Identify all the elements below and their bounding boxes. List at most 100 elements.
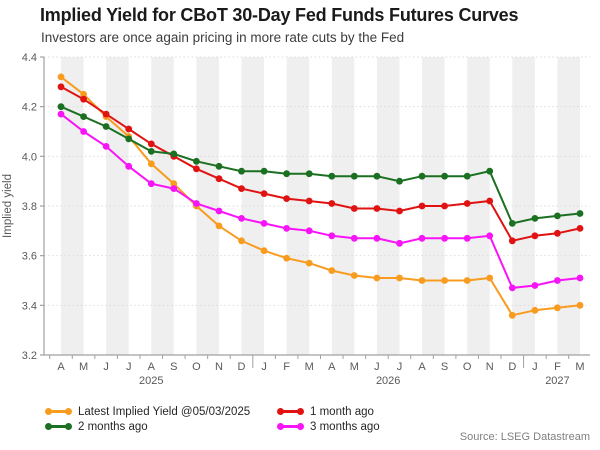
x-tick-label: J — [126, 361, 132, 373]
month-stripe — [106, 57, 129, 355]
legend-marker-latest — [45, 408, 72, 415]
legend-item-latest: Latest Implied Yield @05/03/2025 — [45, 405, 277, 418]
series-point-1-month-ago — [57, 83, 65, 91]
y-tick-label: 3.8 — [22, 201, 37, 213]
legend-marker-part — [46, 425, 71, 428]
series-point-1-month-ago — [576, 225, 584, 232]
series-point-latest — [147, 160, 155, 168]
series-point-latest — [441, 277, 448, 284]
legend-marker-1-month-ago — [277, 408, 304, 415]
series-point-2-months-ago — [102, 123, 110, 130]
x-tick-label: J — [261, 361, 267, 373]
series-point-3-months-ago — [350, 234, 358, 242]
month-stripe — [151, 57, 174, 355]
y-tick-label: 3.2 — [22, 350, 37, 362]
legend-marker-3-months-ago — [277, 423, 304, 430]
y-axis-title: Implied yield — [2, 174, 14, 238]
series-point-3-months-ago — [238, 215, 245, 222]
legend-marker-part — [65, 423, 72, 430]
legend-item-2-months-ago: 2 months ago — [45, 420, 277, 433]
series-point-latest — [283, 254, 290, 262]
series-point-latest — [260, 247, 268, 255]
series-point-latest — [215, 222, 223, 230]
series-point-3-months-ago — [418, 234, 426, 242]
series-point-1-month-ago — [486, 197, 494, 205]
series-point-1-month-ago — [463, 200, 471, 207]
series-point-3-months-ago — [147, 180, 155, 188]
x-tick-label: D — [508, 361, 516, 373]
x-tick-label: S — [441, 361, 448, 373]
source-note: Source: LSEG Datastream — [459, 431, 590, 443]
series-point-latest — [328, 267, 336, 274]
x-tick-label: A — [57, 361, 65, 373]
series-point-2-months-ago — [147, 148, 155, 155]
series-point-latest — [508, 311, 516, 319]
series-point-2-months-ago — [283, 170, 290, 178]
series-point-3-months-ago — [193, 200, 200, 207]
legend-marker-part — [277, 408, 284, 415]
series-point-2-months-ago — [215, 162, 223, 170]
x-tick-label: N — [215, 361, 223, 373]
x-tick-label: M — [350, 361, 359, 373]
series-point-2-months-ago — [508, 220, 516, 227]
series-point-latest — [486, 274, 494, 282]
legend-label: 2 months ago — [78, 420, 148, 433]
series-line-1-month-ago — [60, 85, 581, 242]
series-point-1-month-ago — [193, 165, 200, 173]
series-point-1-month-ago — [260, 190, 268, 198]
series-point-latest — [554, 304, 561, 312]
x-tick-label: O — [463, 361, 472, 373]
series-point-3-months-ago — [170, 185, 178, 193]
series-point-2-months-ago — [350, 172, 358, 180]
x-tick-label: M — [305, 361, 314, 373]
x-tick-label: M — [575, 361, 584, 373]
legend-item-1-month-ago: 1 month ago — [277, 405, 380, 418]
legend-marker-part — [297, 423, 304, 430]
chart-title: Implied Yield for CBoT 30-Day Fed Funds … — [40, 5, 519, 25]
series-point-1-month-ago — [80, 95, 87, 103]
series-point-3-months-ago — [373, 234, 381, 242]
series-point-2-months-ago — [396, 177, 403, 185]
series-point-latest — [463, 277, 471, 284]
series-line-2-months-ago — [60, 105, 581, 225]
series-point-1-month-ago — [147, 140, 155, 148]
x-tick-label: J — [374, 361, 380, 373]
x-tick-label: M — [79, 361, 88, 373]
x-tick-label: F — [283, 361, 290, 373]
series-point-3-months-ago — [463, 234, 471, 242]
series-point-2-months-ago — [193, 157, 200, 165]
series-point-1-month-ago — [328, 200, 336, 207]
plot-area: 4.4 4.2 4.0 3.8 3.6 3.4 3.2 A M J J A S O N D J F M A M J J A S O… — [2, 52, 590, 387]
series-point-2-months-ago — [125, 135, 133, 143]
legend-marker-part — [278, 410, 303, 413]
legend-marker-part — [278, 425, 303, 428]
series-point-2-months-ago — [170, 150, 178, 158]
series-point-3-months-ago — [508, 284, 516, 292]
series-line-3-months-ago — [60, 113, 581, 289]
legend: Latest Implied Yield @05/03/2025 1 month … — [45, 405, 380, 433]
legend-marker-part — [297, 408, 304, 415]
x-year-label: 2026 — [376, 375, 400, 387]
x-tick-label: O — [192, 361, 201, 373]
series-point-latest — [238, 237, 245, 245]
legend-label: 1 month ago — [310, 405, 374, 418]
series-point-latest — [80, 90, 87, 98]
legend-marker-2-months-ago — [45, 423, 72, 430]
series-point-2-months-ago — [554, 212, 561, 220]
legend-marker-part — [277, 423, 284, 430]
series-point-3-months-ago — [305, 227, 313, 235]
series-line-latest — [60, 76, 581, 317]
series-point-latest — [396, 274, 403, 282]
series-point-latest — [531, 306, 539, 314]
series-point-2-months-ago — [418, 172, 426, 180]
series-point-1-month-ago — [531, 232, 539, 240]
x-tick-label: A — [148, 361, 156, 373]
x-tick-label: J — [397, 361, 403, 373]
legend-item-3-months-ago: 3 months ago — [277, 420, 380, 433]
series-point-1-month-ago — [125, 125, 133, 133]
month-stripe — [241, 57, 265, 355]
series-point-2-months-ago — [531, 215, 539, 222]
series-point-3-months-ago — [441, 234, 448, 242]
series-point-2-months-ago — [57, 103, 65, 111]
series-point-3-months-ago — [554, 277, 561, 284]
